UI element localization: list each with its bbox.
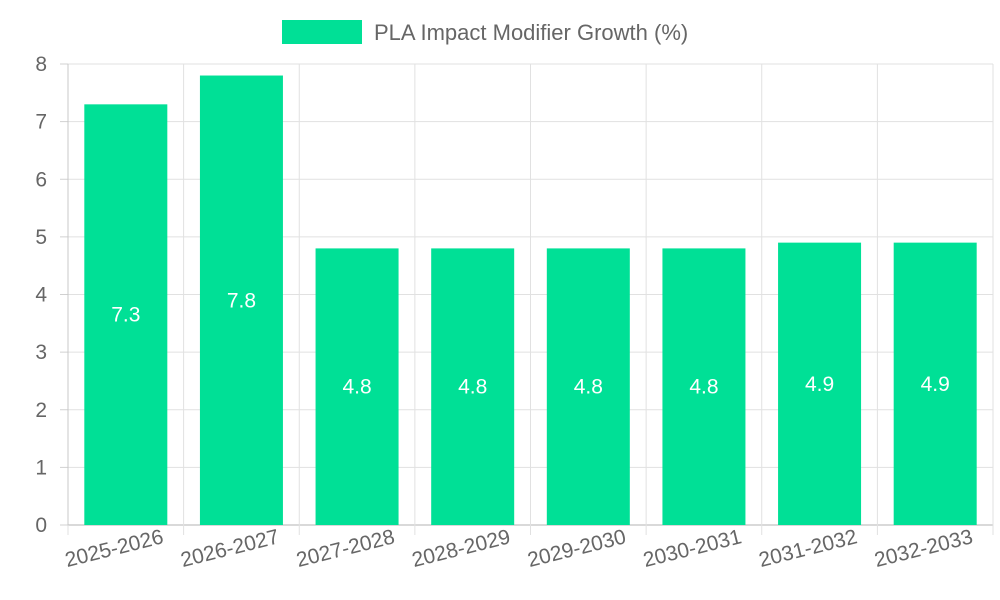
x-tick-labels: 2025-2026 2026-2027 2027-2028 2028-2029 2029… xyxy=(63,525,975,572)
legend-label[interactable]: PLA Impact Modifier Growth (%) xyxy=(374,20,688,45)
x-tick-label: 2027-2028 xyxy=(294,525,397,572)
x-tick-label: 2028-2029 xyxy=(410,525,513,572)
y-tick-label: 1 xyxy=(35,456,47,479)
bar-value-label: 4.8 xyxy=(458,376,487,399)
bar-value-label: 7.3 xyxy=(111,304,140,327)
legend-swatch[interactable] xyxy=(282,20,362,44)
x-tick-label: 2031-2032 xyxy=(756,525,859,572)
bar-value-label: 4.9 xyxy=(805,373,834,396)
bar[interactable] xyxy=(199,75,283,526)
bar-value-label: 4.8 xyxy=(342,376,371,399)
legend[interactable]: PLA Impact Modifier Growth (%) xyxy=(282,20,688,45)
bar[interactable] xyxy=(431,248,515,525)
y-tick-label: 0 xyxy=(35,514,47,537)
bar-value-label: 7.8 xyxy=(227,289,256,312)
y-tick-label: 8 xyxy=(35,53,47,76)
y-tick-label: 3 xyxy=(35,341,47,364)
bar[interactable] xyxy=(315,248,399,525)
x-tick-label: 2029-2030 xyxy=(525,525,628,572)
y-tick-labels: 0 1 2 3 4 5 6 7 8 xyxy=(35,53,47,537)
bar-value-label: 4.8 xyxy=(574,376,603,399)
bar[interactable] xyxy=(662,248,746,525)
y-tick-label: 6 xyxy=(35,168,47,191)
data-labels: 7.3 7.8 4.8 4.8 4.8 4.8 4.9 4.9 xyxy=(111,289,950,398)
bar[interactable] xyxy=(84,104,168,526)
y-tick-label: 7 xyxy=(35,111,47,134)
bar[interactable] xyxy=(546,248,630,525)
y-tick-label: 4 xyxy=(35,284,47,307)
x-tick-label: 2030-2031 xyxy=(641,525,744,572)
bars-group xyxy=(84,75,977,526)
axes xyxy=(60,63,69,526)
x-tick-label: 2025-2026 xyxy=(63,525,166,572)
y-tick-label: 5 xyxy=(35,226,47,249)
bar-value-label: 4.8 xyxy=(689,376,718,399)
bar[interactable] xyxy=(778,242,862,525)
bar[interactable] xyxy=(893,242,977,525)
x-tick-label: 2026-2027 xyxy=(178,525,281,572)
bar-value-label: 4.9 xyxy=(921,373,950,396)
x-tick-label: 2032-2033 xyxy=(872,525,975,572)
y-tick-label: 2 xyxy=(35,399,47,422)
